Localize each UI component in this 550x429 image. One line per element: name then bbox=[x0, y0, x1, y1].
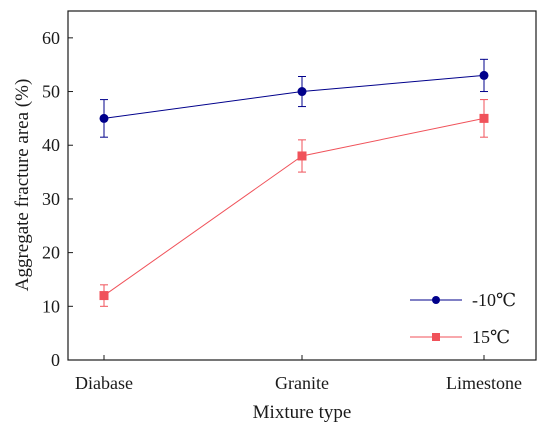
series-layer bbox=[99, 58, 489, 307]
data-point bbox=[99, 113, 109, 123]
y-tick-label: 60 bbox=[42, 28, 60, 48]
legend-marker-series-1 bbox=[432, 296, 440, 304]
legend-marker-series-2 bbox=[432, 333, 440, 341]
x-tick-label: Diabase bbox=[75, 373, 133, 393]
plot-frame bbox=[67, 10, 537, 361]
legend: -10℃ 15℃ bbox=[410, 290, 516, 347]
legend-label-series-2: 15℃ bbox=[472, 327, 510, 347]
series-1 bbox=[99, 58, 489, 138]
x-axis-title: Mixture type bbox=[253, 402, 352, 423]
y-tick-label: 40 bbox=[42, 135, 60, 155]
y-tick-label: 0 bbox=[51, 350, 60, 370]
data-point bbox=[297, 151, 307, 161]
y-tick-label: 50 bbox=[42, 82, 60, 102]
data-point bbox=[297, 87, 307, 97]
legend-label-series-1: -10℃ bbox=[472, 290, 516, 310]
y-tick-label: 20 bbox=[42, 243, 60, 263]
y-axis: 0 10 20 30 40 50 60 bbox=[42, 28, 73, 370]
data-point bbox=[479, 113, 489, 123]
data-point bbox=[99, 291, 109, 301]
series-line bbox=[103, 74, 485, 119]
series-line bbox=[103, 117, 485, 296]
y-tick-label: 10 bbox=[42, 296, 60, 316]
y-axis-title: Aggregate fracture area (%) bbox=[12, 79, 33, 292]
x-tick-label: Limestone bbox=[446, 373, 522, 393]
data-point bbox=[479, 70, 489, 80]
y-tick-label: 30 bbox=[42, 189, 60, 209]
series-2 bbox=[99, 99, 489, 307]
x-tick-label: Granite bbox=[275, 373, 329, 393]
x-axis: Diabase Granite Limestone bbox=[75, 355, 522, 393]
